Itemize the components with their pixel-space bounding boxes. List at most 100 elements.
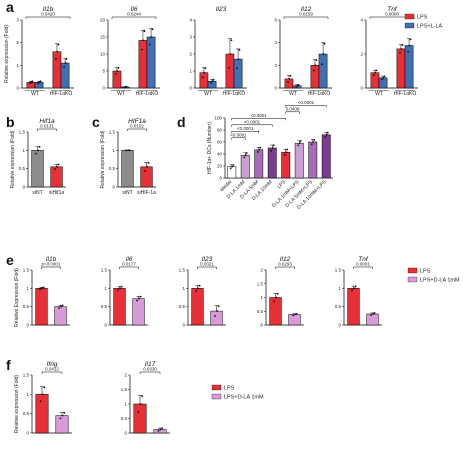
y-tick-label: 0 <box>338 323 341 328</box>
data-point <box>161 427 164 430</box>
y-tick-label: 2 <box>124 373 127 378</box>
y-axis-label: HIF-1α+ DCs (Number) <box>207 122 213 174</box>
data-point <box>292 314 294 317</box>
data-point <box>351 289 353 292</box>
y-tick-label: 1 <box>16 63 19 68</box>
data-point <box>283 154 286 156</box>
legend-swatch <box>404 13 415 20</box>
x-tick-label: siNT <box>122 190 132 196</box>
y-tick-label: 1 <box>182 286 185 291</box>
chart-title: Il23 <box>216 6 227 13</box>
chart-title: Tnf <box>387 6 398 13</box>
sig-label: <0.0001 <box>237 126 254 131</box>
sig-label: 0.0131 <box>40 124 54 129</box>
chart-a-Il12: 0 2 4 6 Il12 WT HIF-1αKO 0.0159 <box>274 6 332 97</box>
data-point <box>295 85 297 88</box>
data-point <box>272 144 275 147</box>
data-point <box>271 147 274 149</box>
chart-a-Il23: 0 1 2 3 4 Il23 WT HIF-1αKO <box>189 6 247 97</box>
legend-swatch <box>407 267 418 274</box>
data-point <box>61 304 64 307</box>
data-point <box>313 69 315 72</box>
y-tick-label: 4 <box>189 18 192 23</box>
chart-title: Ifng <box>47 361 58 368</box>
bar-WT-LPS <box>199 72 209 89</box>
data-point <box>383 75 386 78</box>
data-point <box>212 78 215 81</box>
y-tick-label: 0.5 <box>335 304 342 309</box>
y-tick-label: 10 <box>100 52 106 57</box>
y-tick-label: 0 <box>260 323 263 328</box>
y-tick-label: 0 <box>16 86 19 91</box>
x-tick-label: HIF-1αKO <box>50 91 73 97</box>
data-point <box>39 80 42 83</box>
data-point <box>259 146 262 149</box>
data-point <box>229 53 232 55</box>
bar-WT-LPS <box>370 72 380 89</box>
y-tick-label: 0.5 <box>257 309 264 314</box>
sig-bracket <box>41 371 63 374</box>
data-point <box>143 30 146 33</box>
data-point <box>373 74 375 76</box>
data-point <box>64 62 67 64</box>
data-point <box>381 78 383 81</box>
y-tick-label: 1.5 <box>335 268 342 273</box>
data-point <box>217 305 220 308</box>
data-point <box>288 78 291 80</box>
legend-label: LPS <box>224 386 235 392</box>
x-tick-label: WT <box>204 91 212 97</box>
chart-title: Il12 <box>301 6 312 13</box>
data-point <box>54 168 56 171</box>
chart-title: Il6 <box>126 256 133 263</box>
data-point <box>285 151 288 154</box>
bar-HIF-1αKO-LPS <box>225 53 235 89</box>
data-point <box>59 417 62 420</box>
data-point <box>117 67 120 69</box>
panel-letter-a: a <box>6 0 14 15</box>
bar-HIF-1αKO-LPS+L-LA <box>233 58 243 89</box>
bar-LPS <box>191 288 204 326</box>
data-point <box>297 144 300 147</box>
data-point <box>65 58 68 60</box>
legend-a: LPS LPS+L-LA <box>404 13 443 30</box>
data-point <box>375 69 378 72</box>
data-point <box>210 81 212 84</box>
data-point <box>63 66 65 69</box>
data-point <box>294 313 296 316</box>
x-tick-label: HIF-1αKO <box>308 91 331 97</box>
data-point <box>273 300 275 303</box>
data-point <box>231 165 234 168</box>
y-tick-label: 0 <box>182 323 185 328</box>
sig-label: <0.0001 <box>244 119 261 124</box>
bar-WT-LPS <box>284 78 294 89</box>
data-point <box>146 165 148 168</box>
x-tick-label: WT <box>31 91 39 97</box>
y-tick-label: 1 <box>189 69 192 74</box>
legend-swatch <box>211 393 222 400</box>
chart-title: Il12 <box>280 256 291 263</box>
data-point <box>400 48 403 50</box>
chart-title: Il17 <box>145 361 156 368</box>
y-tick-label: 1 <box>26 392 29 397</box>
data-point <box>297 83 300 86</box>
bar-LPS <box>281 151 291 179</box>
bar-LPS+D-LA 1mM <box>366 313 379 326</box>
data-point <box>43 386 46 389</box>
bar-LPS+D-LA 1mM <box>210 310 223 326</box>
y-tick-label: 0 <box>26 323 29 328</box>
chart-title: Il23 <box>202 256 213 263</box>
y-tick-label: 2 <box>274 63 277 68</box>
sig-bracket <box>127 128 147 131</box>
y-tick-label: 3 <box>16 18 19 23</box>
sig-label: 0.0244 <box>127 12 141 17</box>
chart-a-Il1b: 0 1 2 3 Relative expression (Fold) Il1b WT HIF-… <box>4 6 74 97</box>
y-tick-label: 4 <box>274 40 277 45</box>
y-axis-label: Relative expression (Fold) <box>14 375 20 433</box>
bar-WT-LPS+L-LA <box>34 82 44 89</box>
sig-label: 0.0321 <box>200 262 214 267</box>
data-point <box>120 285 123 288</box>
legend-e: LPS LPS+D-LA 1mM <box>407 267 460 284</box>
data-point <box>286 148 289 151</box>
